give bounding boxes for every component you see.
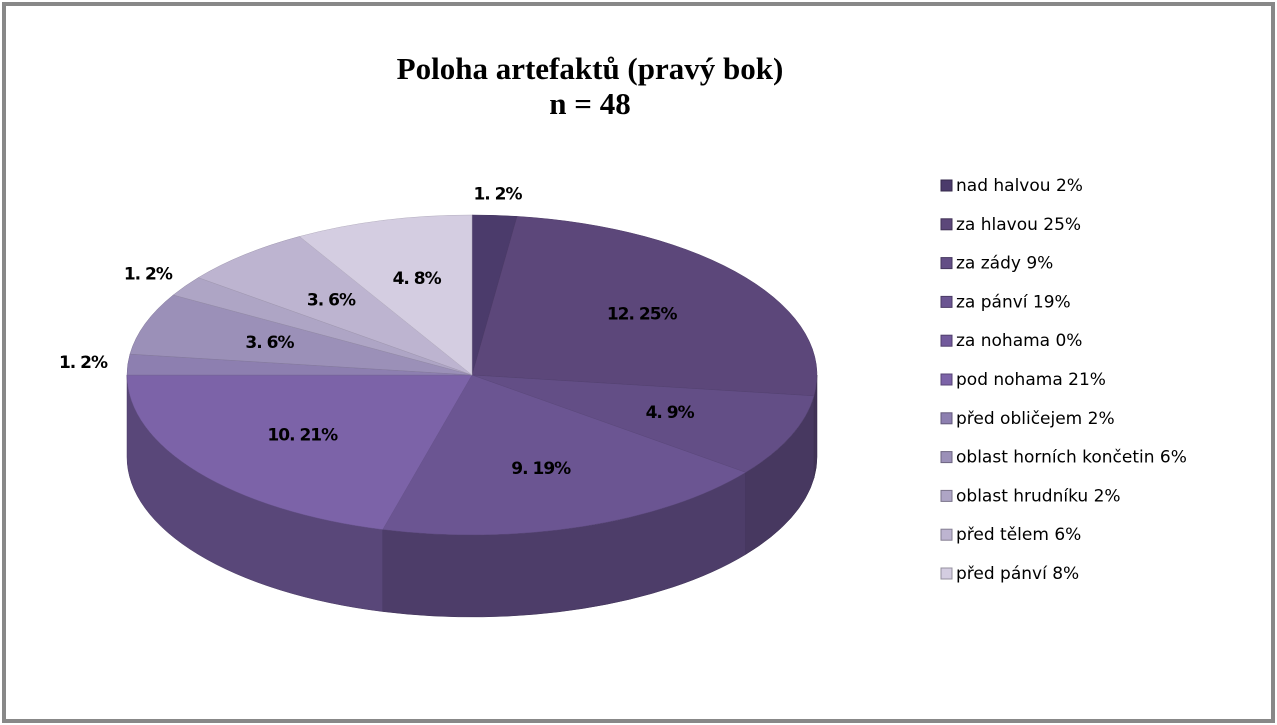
chart-subtitle: n = 48 xyxy=(549,86,630,121)
legend-label: za nohama 0% xyxy=(956,331,1082,351)
legend-label: před tělem 6% xyxy=(956,525,1081,545)
legend-label: před obličejem 2% xyxy=(956,409,1115,429)
pie-slice xyxy=(298,214,473,376)
legend-swatch xyxy=(940,257,953,270)
data-label: 3. 6% xyxy=(245,333,294,353)
data-label: 9. 19% xyxy=(511,459,571,479)
legend-swatch xyxy=(940,179,953,192)
legend-swatch xyxy=(940,451,953,464)
legend-label: za zády 9% xyxy=(956,254,1053,274)
legend-swatch xyxy=(940,218,953,231)
legend-label: pod nohama 21% xyxy=(956,370,1106,390)
data-label: 3. 6% xyxy=(307,290,356,310)
pie-slice xyxy=(126,374,473,530)
legend-swatch xyxy=(940,412,953,425)
pie-slice xyxy=(129,294,473,376)
legend-label: nad halvou 2% xyxy=(956,176,1083,196)
data-label: 1. 2% xyxy=(473,185,522,205)
data-label: 4. 9% xyxy=(646,403,695,423)
legend-label: oblast hrudníku 2% xyxy=(956,486,1121,506)
pie-slice xyxy=(382,374,747,536)
data-label: 10. 21% xyxy=(267,425,338,445)
legend-swatch xyxy=(940,334,953,347)
data-label: 1. 2% xyxy=(124,265,173,285)
pie-slice xyxy=(197,236,473,376)
data-label: 12. 25% xyxy=(607,305,678,325)
pie-slice xyxy=(471,374,815,473)
data-label: 1. 2% xyxy=(59,353,108,373)
legend-swatch xyxy=(940,528,953,541)
legend-swatch xyxy=(940,295,953,308)
legend-swatch xyxy=(940,567,953,580)
data-label: 4. 8% xyxy=(393,269,442,289)
chart-title: Poloha artefaktů (pravý bok) xyxy=(397,51,784,86)
legend-swatch xyxy=(940,373,953,386)
pie-slice xyxy=(471,216,818,397)
legend-swatch xyxy=(940,489,953,502)
legend-label: oblast horních končetin 6% xyxy=(956,448,1187,468)
legend-label: před pánví 8% xyxy=(956,564,1079,584)
legend-label: za hlavou 25% xyxy=(956,215,1081,235)
legend-label: za pánví 19% xyxy=(956,292,1071,312)
